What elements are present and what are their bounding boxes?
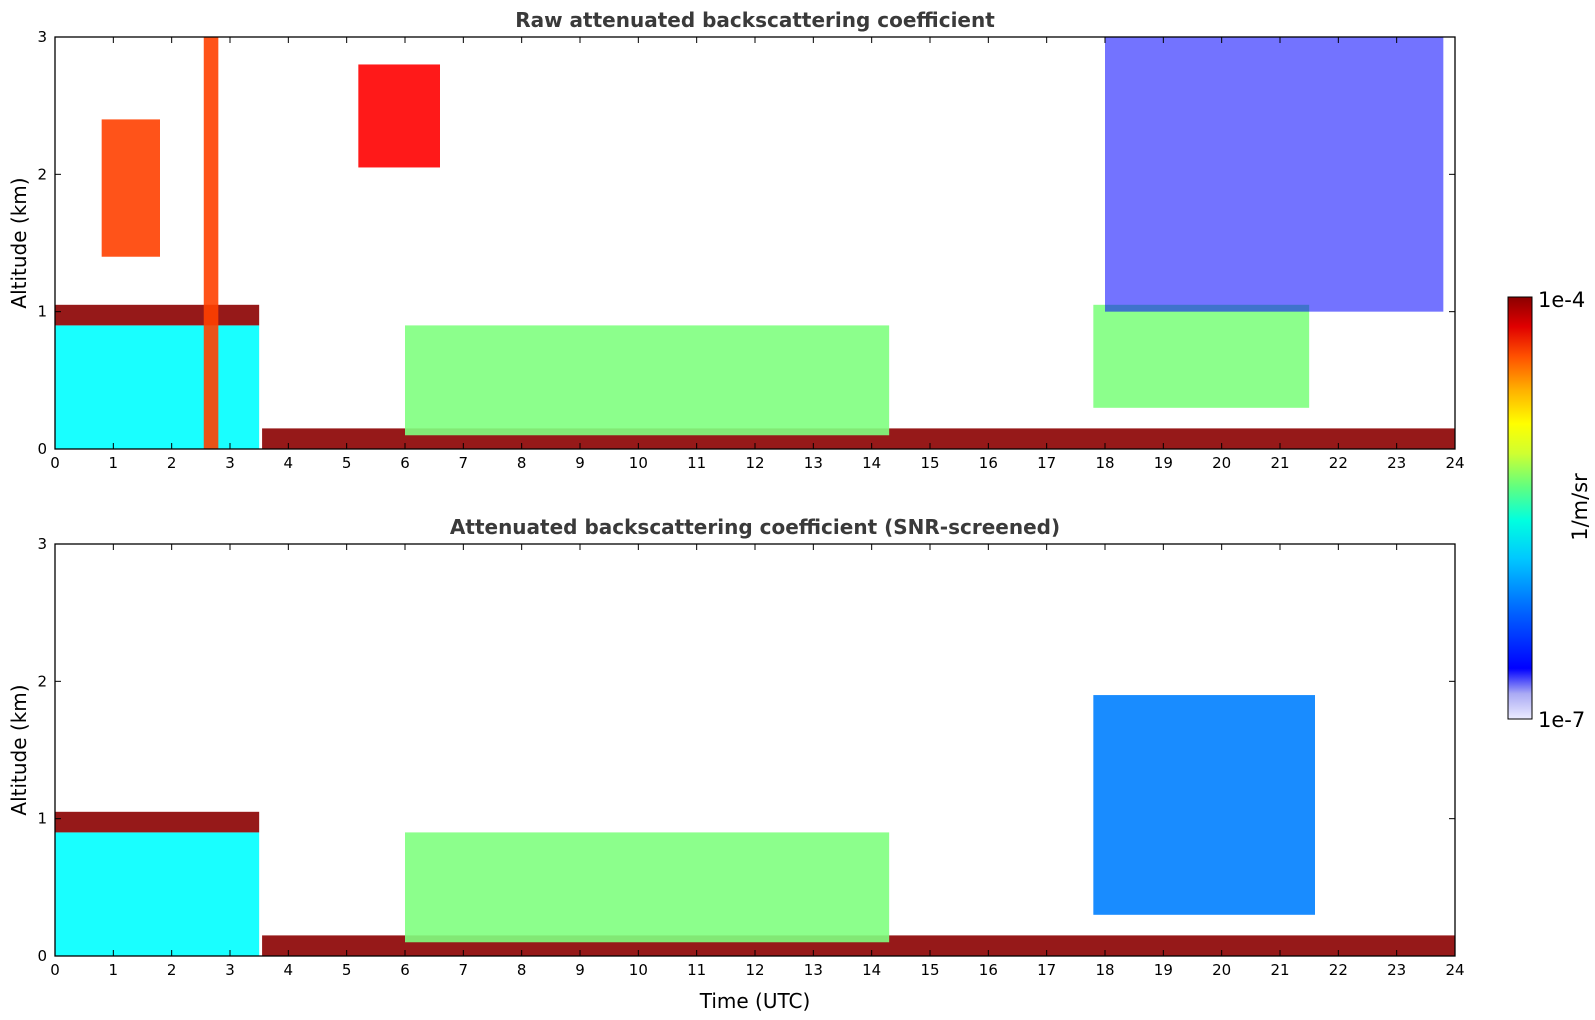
heatmap-layer-daytime-bl (405, 832, 890, 943)
heatmap-layer-boundary-layer (55, 832, 260, 956)
y-tick-label: 1 (37, 303, 47, 321)
x-tick-label: 9 (575, 961, 585, 979)
x-tick-label: 18 (1095, 454, 1114, 472)
screened-heatmap (55, 695, 1455, 956)
x-tick-label: 10 (629, 961, 648, 979)
x-tick-label: 18 (1095, 961, 1114, 979)
x-tick-label: 16 (979, 454, 998, 472)
x-tick-label: 12 (745, 961, 764, 979)
heatmap-layer-cloud-base-band (55, 811, 260, 833)
x-tick-label: 19 (1154, 961, 1173, 979)
y-tick-label: 3 (37, 28, 47, 46)
x-tick-label: 7 (459, 961, 469, 979)
x-tick-label: 11 (687, 454, 706, 472)
x-tick-label: 1 (109, 961, 119, 979)
x-tick-label: 20 (1212, 454, 1231, 472)
top-y-axis-label: Altitude (km) (7, 177, 31, 308)
x-tick-label: 3 (225, 454, 235, 472)
x-tick-label: 20 (1212, 961, 1231, 979)
y-tick-label: 2 (37, 672, 47, 690)
x-tick-label: 14 (862, 961, 881, 979)
x-tick-label: 16 (979, 961, 998, 979)
x-tick-label: 0 (50, 454, 60, 472)
x-tick-label: 4 (284, 454, 294, 472)
x-tick-label: 21 (1270, 961, 1289, 979)
x-tick-label: 8 (517, 454, 527, 472)
top-x-ticks: 0 1 2 3 4 5 6 7 8 9 10 11 12 13 14 15 16 17 18 19 20 21 22 23 24 (50, 37, 1465, 472)
colorbar-max-label: 1e-4 (1538, 288, 1585, 312)
heatmap-layer-evening-cloud (1093, 695, 1315, 915)
x-tick-label: 13 (804, 454, 823, 472)
heatmap-layer-cloud-top-early (101, 119, 160, 257)
colorbar: 1e-4 1e-7 1/m/sr (1507, 288, 1592, 732)
x-tick-label: 2 (167, 961, 177, 979)
heatmap-layer-boundary-layer (55, 325, 260, 449)
x-tick-label: 15 (920, 454, 939, 472)
raw-backscatter-panel: Raw attenuated backscattering coefficien… (7, 8, 1465, 472)
heatmap-layer-upper-noise-cloud (1105, 37, 1444, 312)
x-tick-label: 4 (284, 961, 294, 979)
x-tick-label: 17 (1037, 454, 1056, 472)
x-tick-label: 22 (1329, 454, 1348, 472)
raw-heatmap (55, 37, 1455, 449)
x-tick-label: 11 (687, 961, 706, 979)
x-tick-label: 23 (1387, 454, 1406, 472)
bottom-y-axis-label: Altitude (km) (7, 684, 31, 815)
y-tick-label: 2 (37, 165, 47, 183)
x-tick-label: 14 (862, 454, 881, 472)
x-tick-label: 2 (167, 454, 177, 472)
colorbar-gradient (1507, 296, 1533, 720)
top-y-ticks: 0 1 2 3 (37, 28, 1455, 458)
x-tick-label: 0 (50, 961, 60, 979)
heatmap-layer-cloud-base-band (55, 304, 260, 326)
x-tick-label: 10 (629, 454, 648, 472)
bottom-x-ticks: 0 1 2 3 4 5 6 7 8 9 10 11 12 13 14 15 16 17 18 19 20 21 22 23 24 (50, 544, 1465, 979)
x-tick-label: 7 (459, 454, 469, 472)
x-tick-label: 21 (1270, 454, 1289, 472)
x-tick-label: 22 (1329, 961, 1348, 979)
x-tick-label: 19 (1154, 454, 1173, 472)
screened-backscatter-panel: Attenuated backscattering coefficient (S… (7, 515, 1465, 1013)
y-tick-label: 3 (37, 535, 47, 553)
bottom-panel-title: Attenuated backscattering coefficient (S… (450, 515, 1060, 539)
heatmap-layer-evening-cloud-layer (1093, 304, 1310, 408)
x-tick-label: 5 (342, 454, 352, 472)
heatmap-layer-vertical-streak (203, 37, 219, 449)
top-panel-title: Raw attenuated backscattering coefficien… (515, 8, 995, 32)
x-tick-label: 15 (920, 961, 939, 979)
x-axis-label: Time (UTC) (699, 989, 811, 1013)
x-tick-label: 3 (225, 961, 235, 979)
x-tick-label: 6 (400, 961, 410, 979)
x-tick-label: 12 (745, 454, 764, 472)
x-tick-label: 24 (1445, 454, 1464, 472)
x-tick-label: 23 (1387, 961, 1406, 979)
bottom-y-ticks: 0 1 2 3 (37, 535, 1455, 965)
heatmap-layer-elevated-aerosol-0530 (358, 64, 440, 168)
heatmap-layer-morning-aerosol-bl (405, 325, 890, 436)
y-tick-label: 1 (37, 810, 47, 828)
x-tick-label: 6 (400, 454, 410, 472)
x-tick-label: 17 (1037, 961, 1056, 979)
x-tick-label: 24 (1445, 961, 1464, 979)
x-tick-label: 5 (342, 961, 352, 979)
y-tick-label: 0 (37, 947, 47, 965)
y-tick-label: 0 (37, 440, 47, 458)
x-tick-label: 9 (575, 454, 585, 472)
colorbar-unit-label: 1/m/sr (1568, 473, 1592, 541)
colorbar-min-label: 1e-7 (1538, 708, 1585, 732)
x-tick-label: 8 (517, 961, 527, 979)
x-tick-label: 1 (109, 454, 119, 472)
x-tick-label: 13 (804, 961, 823, 979)
